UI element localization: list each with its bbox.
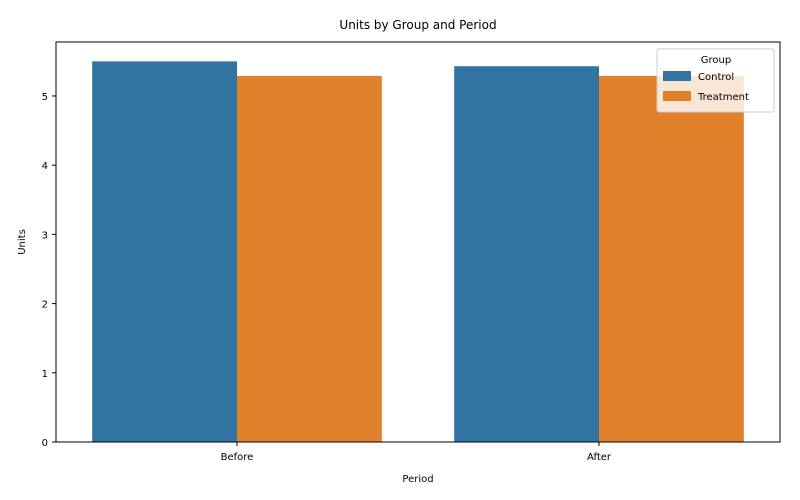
legend-swatch-treatment — [663, 91, 691, 101]
chart-title: Units by Group and Period — [339, 18, 496, 32]
x-axis: Before After — [221, 442, 612, 463]
bar-treatment-before — [237, 75, 382, 442]
x-axis-label: Period — [402, 474, 433, 485]
x-tick-label: After — [587, 452, 612, 463]
y-tick-label: 3 — [42, 230, 48, 241]
y-tick-label: 4 — [42, 161, 48, 172]
legend: Group Control Treatment — [656, 48, 775, 113]
y-axis-label: Units — [17, 229, 28, 255]
bar-control-before — [92, 61, 237, 442]
y-axis: 0 1 2 3 4 5 — [42, 92, 56, 449]
legend-items: Control Treatment — [663, 71, 749, 103]
y-tick-label: 0 — [42, 438, 48, 449]
x-tick-label: Before — [221, 452, 254, 463]
plot-frame — [55, 41, 781, 443]
y-tick-label: 1 — [42, 369, 48, 380]
plot-area — [92, 61, 744, 443]
bar-treatment-after — [599, 75, 744, 442]
bar-control-after — [454, 66, 599, 443]
y-tick-label: 2 — [42, 300, 48, 311]
legend-label-treatment: Treatment — [697, 92, 749, 103]
legend-swatch-control — [663, 71, 691, 81]
legend-label-control: Control — [698, 72, 734, 83]
y-tick-label: 5 — [42, 92, 48, 103]
legend-title: Group — [701, 55, 731, 66]
